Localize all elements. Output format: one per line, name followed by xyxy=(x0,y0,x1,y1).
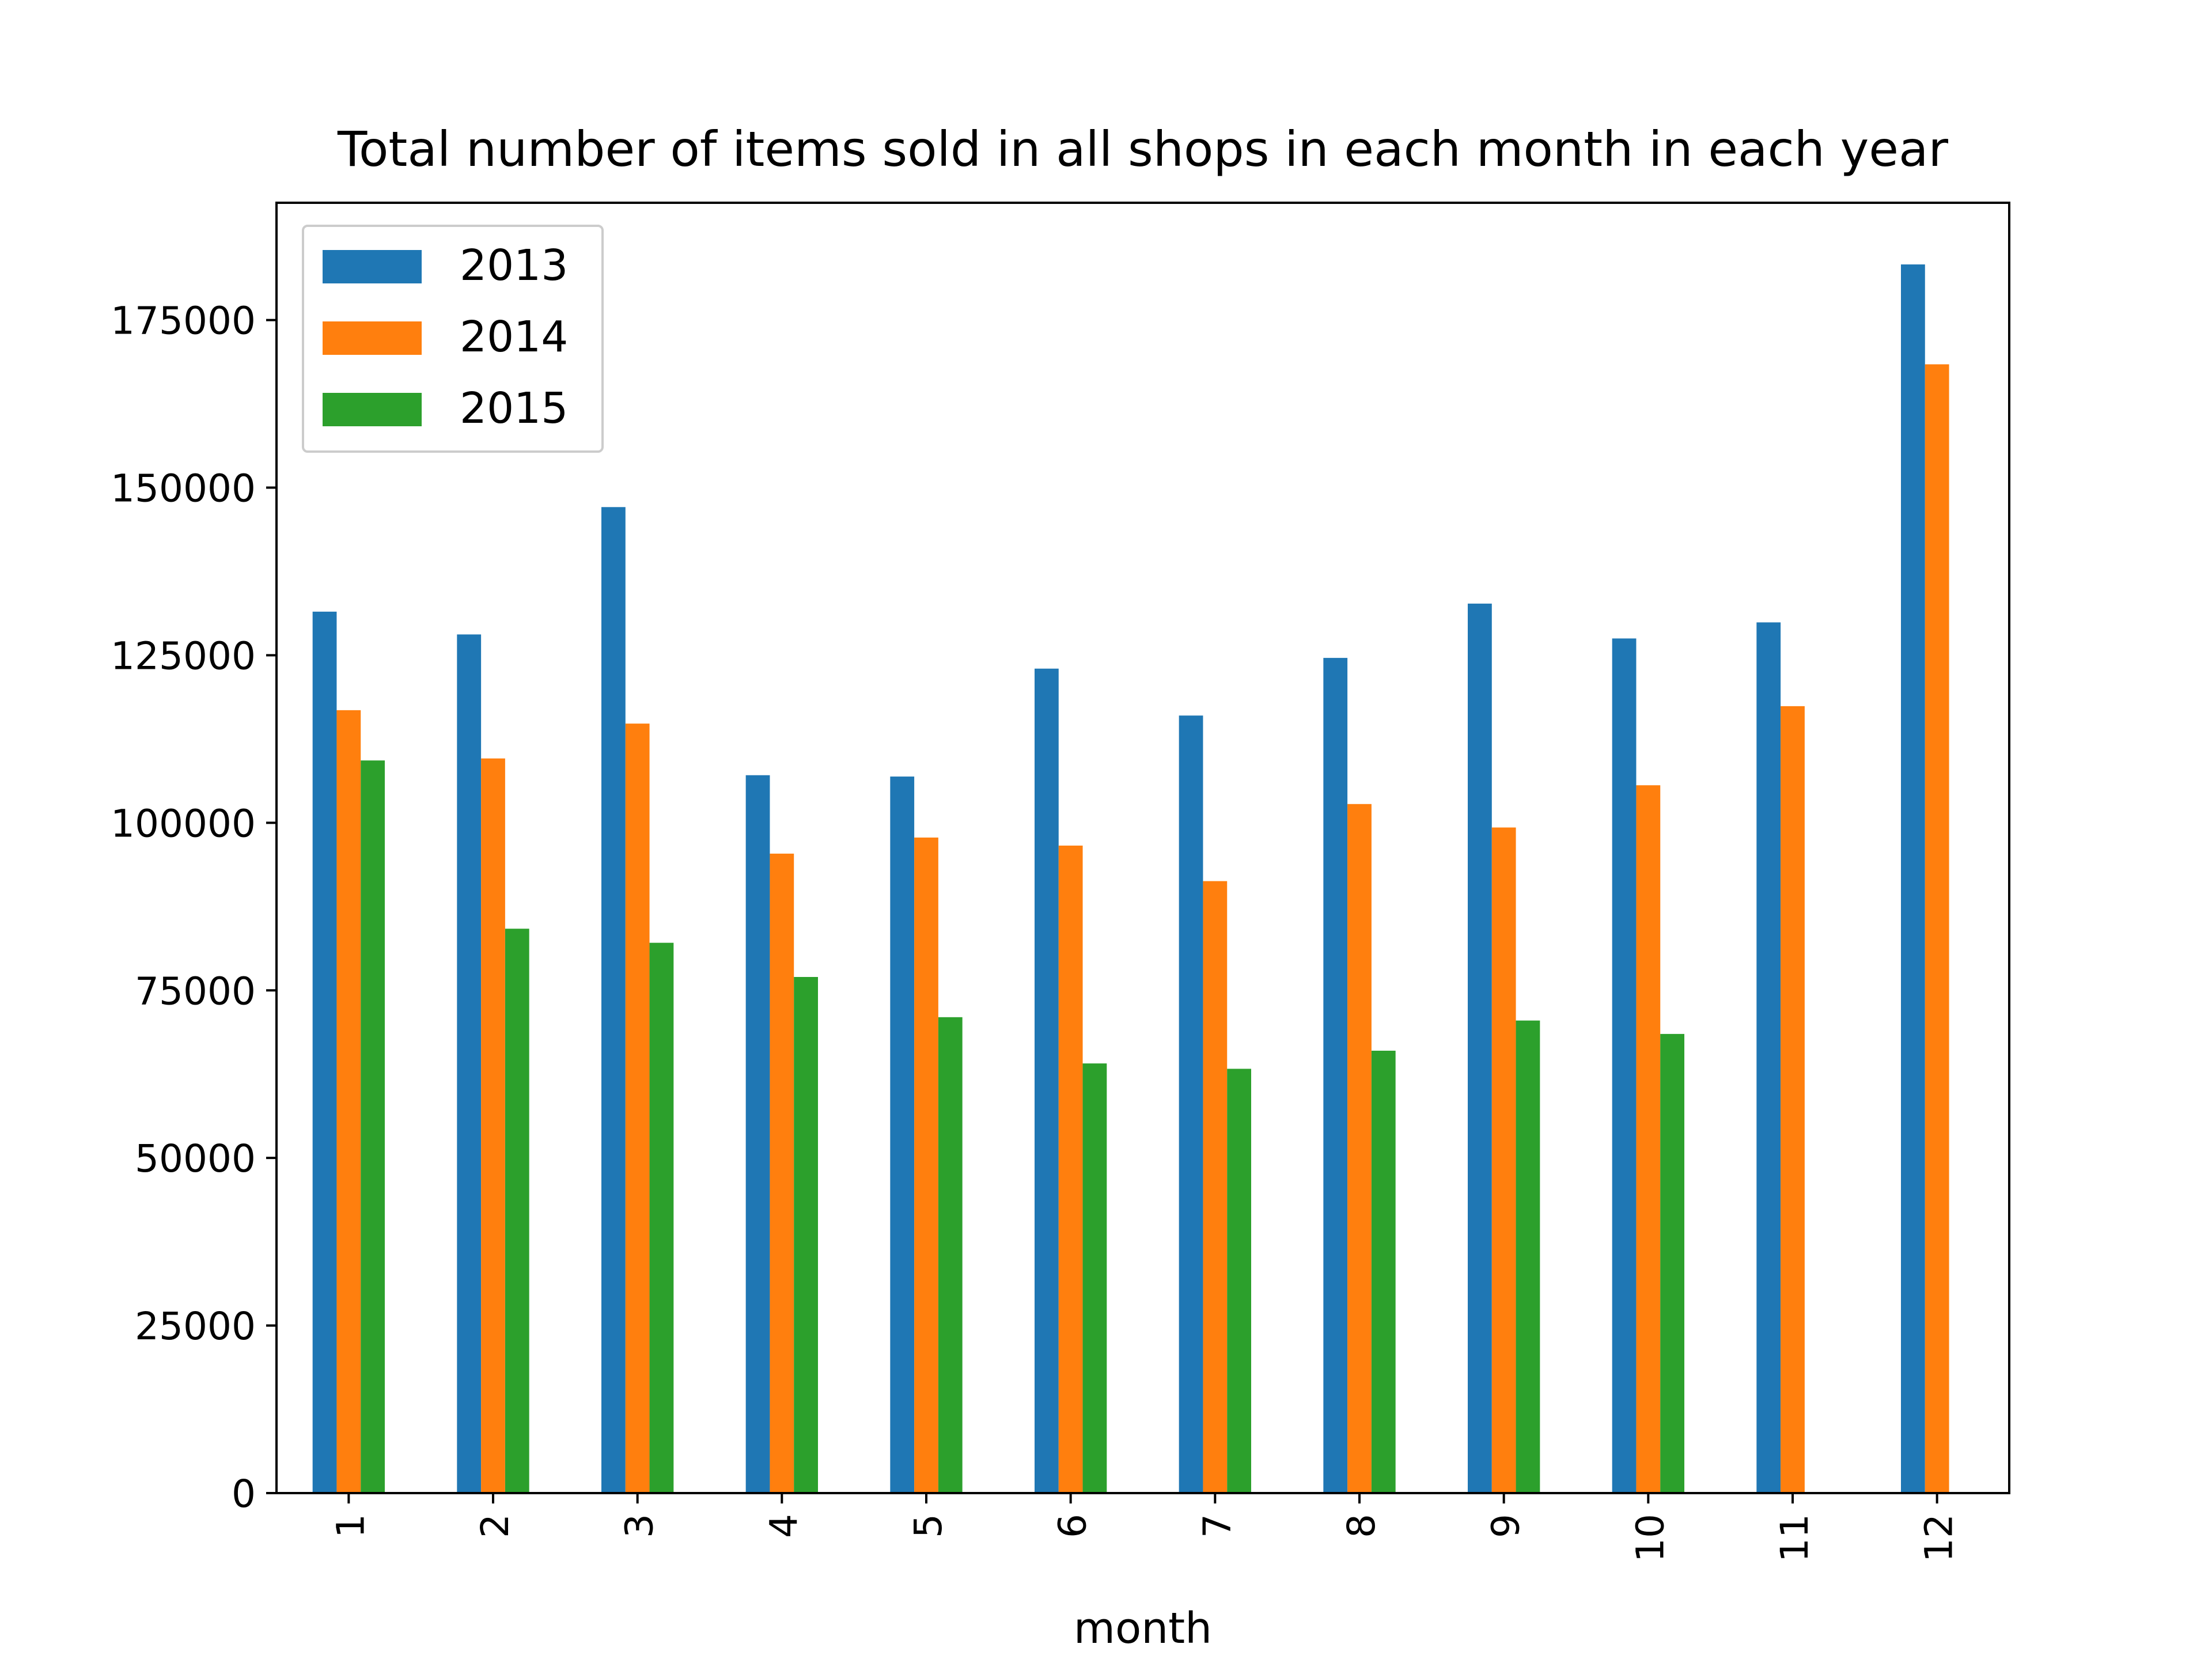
bar-2013-month-3 xyxy=(601,507,626,1493)
bar-2013-month-12 xyxy=(1901,264,1925,1494)
bar-2015-month-7 xyxy=(1227,1069,1251,1493)
bar-2013-month-2 xyxy=(457,634,482,1493)
x-tick-label: 7 xyxy=(1195,1514,1239,1538)
bar-2014-month-12 xyxy=(1925,364,1949,1494)
chart-title: Total number of items sold in all shops … xyxy=(337,121,1948,177)
bar-2015-month-5 xyxy=(938,1017,963,1493)
x-tick-label: 2 xyxy=(473,1514,517,1538)
legend-swatch-2013 xyxy=(323,250,422,283)
bar-2014-month-8 xyxy=(1347,804,1372,1493)
bar-2015-month-8 xyxy=(1371,1051,1396,1493)
bar-2015-month-2 xyxy=(505,929,529,1493)
x-tick-label: 5 xyxy=(906,1514,950,1538)
x-tick-label: 3 xyxy=(618,1514,662,1538)
bar-2013-month-7 xyxy=(1179,715,1203,1493)
plot-frame xyxy=(275,202,2010,1494)
bar-2013-month-1 xyxy=(312,611,337,1493)
y-tick-label: 100000 xyxy=(111,801,256,846)
bar-2013-month-6 xyxy=(1035,668,1059,1493)
bar-2015-month-4 xyxy=(794,977,818,1493)
bar-2015-month-10 xyxy=(1660,1033,1684,1493)
bar-2014-month-10 xyxy=(1636,785,1661,1493)
y-tick-label: 150000 xyxy=(111,467,256,511)
bar-2013-month-8 xyxy=(1323,658,1348,1493)
bar-2014-month-5 xyxy=(914,837,938,1493)
bar-2015-month-1 xyxy=(361,760,385,1493)
legend-swatch-2015 xyxy=(323,393,422,426)
bar-2015-month-9 xyxy=(1516,1020,1540,1493)
bar-2014-month-7 xyxy=(1203,881,1228,1493)
bar-2013-month-11 xyxy=(1756,622,1781,1493)
bar-2014-month-6 xyxy=(1058,845,1083,1493)
bar-2013-month-5 xyxy=(890,777,915,1493)
x-tick-label: 6 xyxy=(1051,1514,1095,1538)
bar-2013-month-10 xyxy=(1612,638,1637,1493)
legend-swatch-2014 xyxy=(323,321,422,355)
x-tick-label: 8 xyxy=(1339,1514,1384,1538)
legend-label-2014: 2014 xyxy=(460,312,568,362)
x-tick-label: 4 xyxy=(762,1514,806,1538)
bar-2013-month-9 xyxy=(1468,603,1492,1493)
x-tick-label: 10 xyxy=(1628,1514,1672,1562)
y-tick-label: 0 xyxy=(232,1472,256,1516)
x-tick-label: 1 xyxy=(328,1514,373,1538)
bar-2015-month-3 xyxy=(649,942,674,1493)
bar-2014-month-1 xyxy=(336,710,361,1493)
legend-label-2015: 2015 xyxy=(460,384,568,433)
bar-2014-month-9 xyxy=(1491,827,1516,1493)
x-tick-label: 9 xyxy=(1484,1514,1528,1538)
y-tick-label: 75000 xyxy=(135,969,256,1013)
legend-label-2013: 2013 xyxy=(460,241,568,290)
bar-2014-month-4 xyxy=(770,853,794,1493)
bar-2013-month-4 xyxy=(745,775,770,1493)
bars-layer xyxy=(312,264,1949,1494)
y-tick-label: 25000 xyxy=(135,1304,256,1349)
x-tick-label: 12 xyxy=(1917,1514,1961,1562)
x-axis-label: month xyxy=(1074,1604,1212,1653)
y-axis-ticks: 0 25000 50000 75000 100000 125000 150000 175000 xyxy=(111,299,276,1516)
x-tick-label: 11 xyxy=(1772,1514,1817,1562)
bar-2014-month-2 xyxy=(481,758,505,1493)
y-tick-label: 175000 xyxy=(111,299,256,343)
x-axis-ticks: 1 2 3 4 5 6 7 8 9 10 11 12 xyxy=(328,1493,1961,1562)
y-tick-label: 125000 xyxy=(111,634,256,678)
y-tick-label: 50000 xyxy=(135,1137,256,1181)
legend: 2013 2014 2015 xyxy=(302,225,604,453)
bar-2015-month-6 xyxy=(1082,1063,1107,1493)
bar-2014-month-3 xyxy=(625,724,650,1493)
bar-2014-month-11 xyxy=(1781,706,1805,1493)
